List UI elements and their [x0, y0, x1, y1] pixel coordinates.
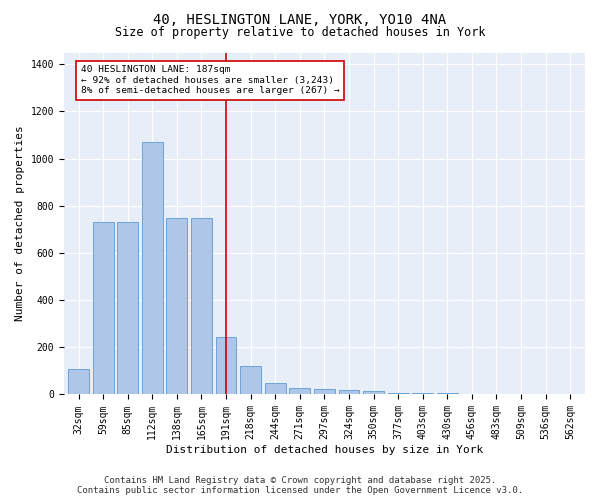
Text: 40 HESLINGTON LANE: 187sqm
← 92% of detached houses are smaller (3,243)
8% of se: 40 HESLINGTON LANE: 187sqm ← 92% of deta… — [81, 66, 340, 96]
Bar — [265, 382, 286, 394]
Bar — [215, 336, 236, 394]
Text: Contains HM Land Registry data © Crown copyright and database right 2025.
Contai: Contains HM Land Registry data © Crown c… — [77, 476, 523, 495]
Text: Size of property relative to detached houses in York: Size of property relative to detached ho… — [115, 26, 485, 39]
Bar — [92, 222, 113, 394]
Bar — [117, 222, 138, 394]
Bar — [240, 366, 261, 394]
Y-axis label: Number of detached properties: Number of detached properties — [15, 126, 25, 322]
Bar — [191, 218, 212, 394]
Bar — [68, 368, 89, 394]
Bar — [289, 388, 310, 394]
Bar — [388, 392, 409, 394]
Bar — [142, 142, 163, 395]
Bar — [363, 391, 384, 394]
Bar — [166, 218, 187, 394]
Bar — [338, 390, 359, 394]
Text: 40, HESLINGTON LANE, YORK, YO10 4NA: 40, HESLINGTON LANE, YORK, YO10 4NA — [154, 12, 446, 26]
Bar — [314, 388, 335, 394]
X-axis label: Distribution of detached houses by size in York: Distribution of detached houses by size … — [166, 445, 483, 455]
